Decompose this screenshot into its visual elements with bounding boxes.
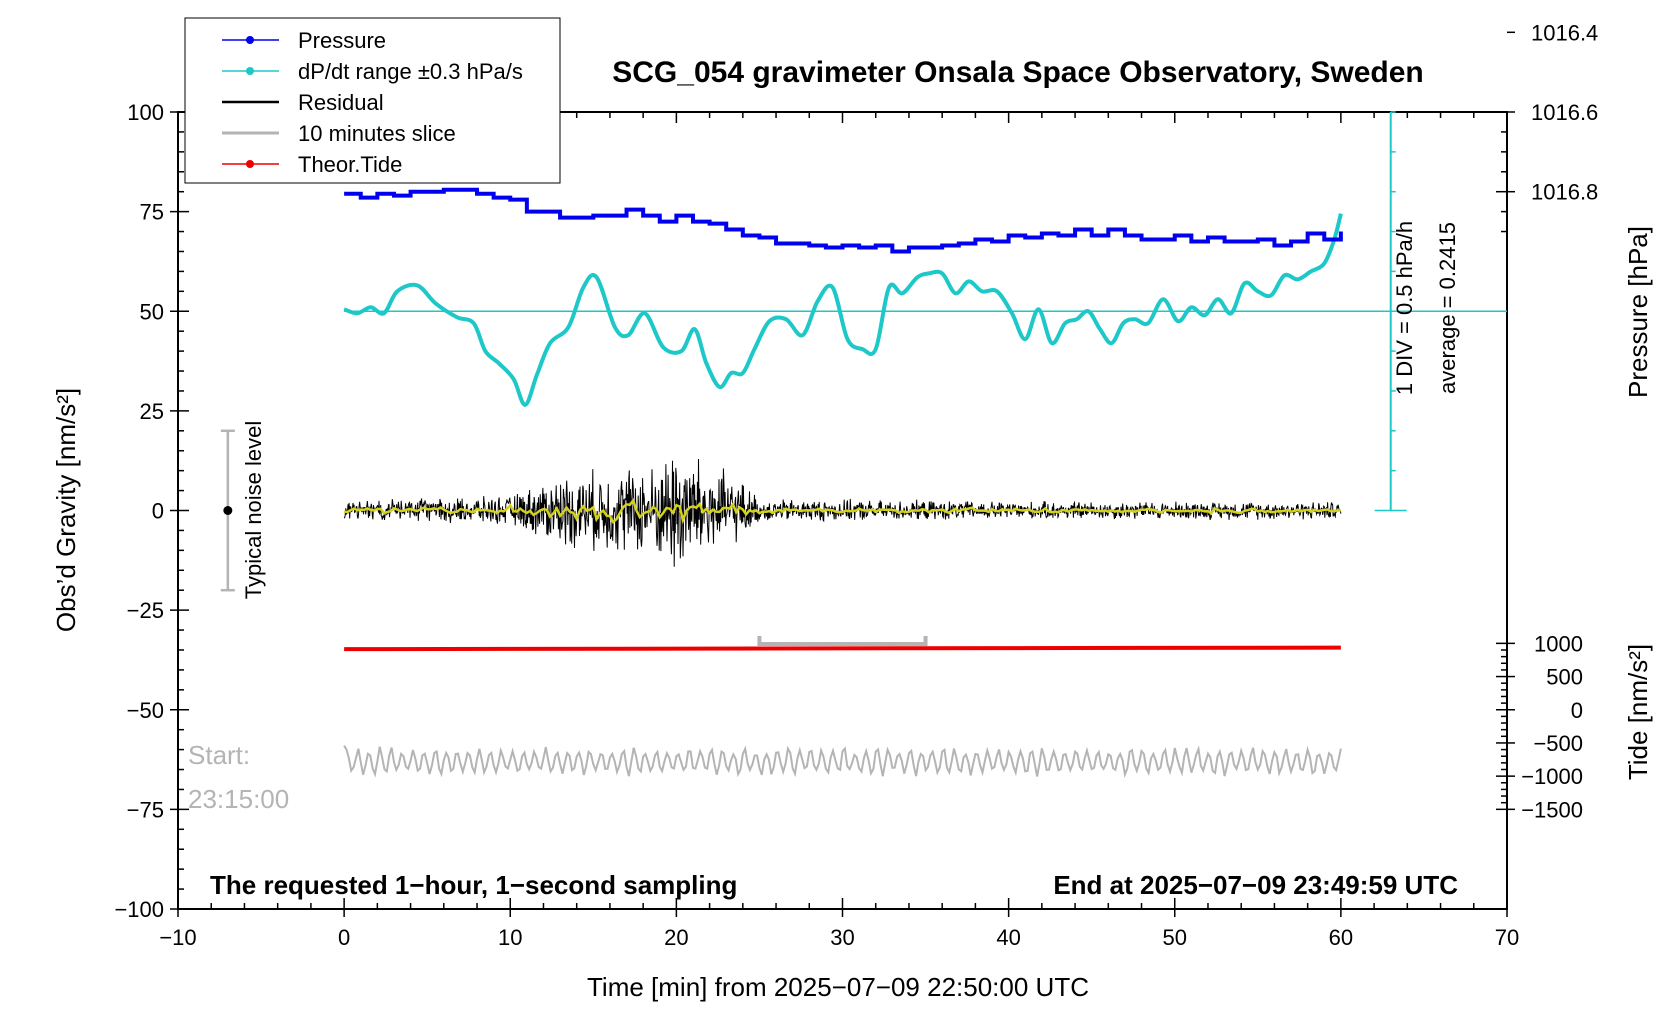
x-tick-label: 40 — [996, 925, 1020, 950]
div-label: 1 DIV = 0.5 hPa/h — [1392, 221, 1417, 395]
noise-level-bar — [220, 429, 235, 592]
tide-tick-label: 0 — [1571, 698, 1583, 723]
legend-pressure-label: Pressure — [298, 28, 386, 53]
tide-tick-label: −500 — [1533, 731, 1583, 756]
y-tick-label: 25 — [140, 399, 164, 424]
legend-item-tide: Theor.Tide — [222, 152, 402, 177]
tide-tick-label: −1500 — [1521, 797, 1583, 822]
legend-tide-label: Theor.Tide — [298, 152, 402, 177]
pressure-tick-label: 1016.4 — [1531, 20, 1598, 45]
y-axis-label: Obs’d Gravity [nm/s²] — [51, 388, 81, 632]
y-tick-label: −75 — [127, 797, 164, 822]
legend-tide-marker — [246, 160, 254, 168]
legend-residual-label: Residual — [298, 90, 384, 115]
legend-slice-label: 10 minutes slice — [298, 121, 456, 146]
y-tick-label: 50 — [140, 299, 164, 324]
tide-axis-label: Tide [nm/s²] — [1623, 644, 1653, 780]
slice-series-line — [343, 745, 1342, 779]
start-time: 23:15:00 — [188, 784, 289, 814]
residual-smooth-line — [343, 497, 1341, 525]
scale-bar — [1374, 111, 1407, 512]
tide-tick-label: −1000 — [1521, 764, 1583, 789]
x-tick-label: 0 — [338, 925, 350, 950]
x-tick-label: 60 — [1329, 925, 1353, 950]
average-label: average = 0.2415 — [1435, 222, 1460, 394]
start-label: Start: — [188, 740, 250, 770]
legend-dpdt-marker — [246, 67, 254, 75]
x-tick-label: 30 — [830, 925, 854, 950]
legend-box — [184, 17, 561, 184]
legend-item-pressure: Pressure — [222, 28, 386, 53]
tide-tick-label: 1000 — [1534, 631, 1583, 656]
x-tick-label: 50 — [1163, 925, 1187, 950]
tide-tick-labels: 1000 500 0 −500 −1000 −1500 — [1521, 631, 1583, 822]
y-tick-label: −25 — [127, 598, 164, 623]
noise-level-label: Typical noise level — [241, 421, 266, 600]
y-tick-label: −100 — [114, 897, 164, 922]
chart-title: SCG_054 gravimeter Onsala Space Observat… — [612, 56, 1424, 89]
x-tick-label: −10 — [159, 925, 196, 950]
dpdt-series-line — [343, 213, 1343, 407]
y-tick-labels: 100 75 50 25 0 −25 −50 −75 −100 — [114, 100, 164, 922]
y-tick-label: −50 — [127, 698, 164, 723]
x-tick-label: 10 — [498, 925, 522, 950]
legend-dpdt-label: dP/dt range ±0.3 hPa/s — [298, 59, 523, 84]
tide-tick-label: 500 — [1546, 665, 1583, 690]
pressure-tick-label: 1016.6 — [1531, 100, 1598, 125]
legend-item-residual: Residual — [222, 90, 384, 115]
legend-item-dpdt: dP/dt range ±0.3 hPa/s — [222, 59, 523, 84]
end-time-note: End at 2025−07−09 23:49:59 UTC — [1053, 870, 1458, 900]
pressure-axis-label: Pressure [hPa] — [1623, 226, 1653, 398]
y-tick-label: 100 — [127, 100, 164, 125]
noise-bar-center — [223, 506, 233, 515]
pressure-series-line — [344, 187, 1343, 254]
sampling-note: The requested 1−hour, 1−second sampling — [210, 870, 737, 900]
pressure-tick-label: 1016.8 — [1531, 180, 1598, 205]
y-tick-label: 75 — [140, 200, 164, 225]
x-axis-label: Time [min] from 2025−07−09 22:50:00 UTC — [587, 972, 1089, 1002]
tide-series-line — [344, 645, 1341, 652]
slice-bracket — [757, 635, 928, 646]
y-tick-label: 0 — [152, 499, 164, 524]
x-tick-label: 70 — [1495, 925, 1519, 950]
legend: Pressure dP/dt range ±0.3 hPa/s Residual… — [184, 17, 561, 184]
legend-item-slice: 10 minutes slice — [222, 121, 456, 146]
legend-pressure-marker — [246, 36, 254, 44]
residual-series-line — [343, 458, 1342, 567]
x-tick-label: 20 — [664, 925, 688, 950]
x-tick-labels: −10 0 10 20 30 40 50 60 70 — [159, 925, 1519, 950]
